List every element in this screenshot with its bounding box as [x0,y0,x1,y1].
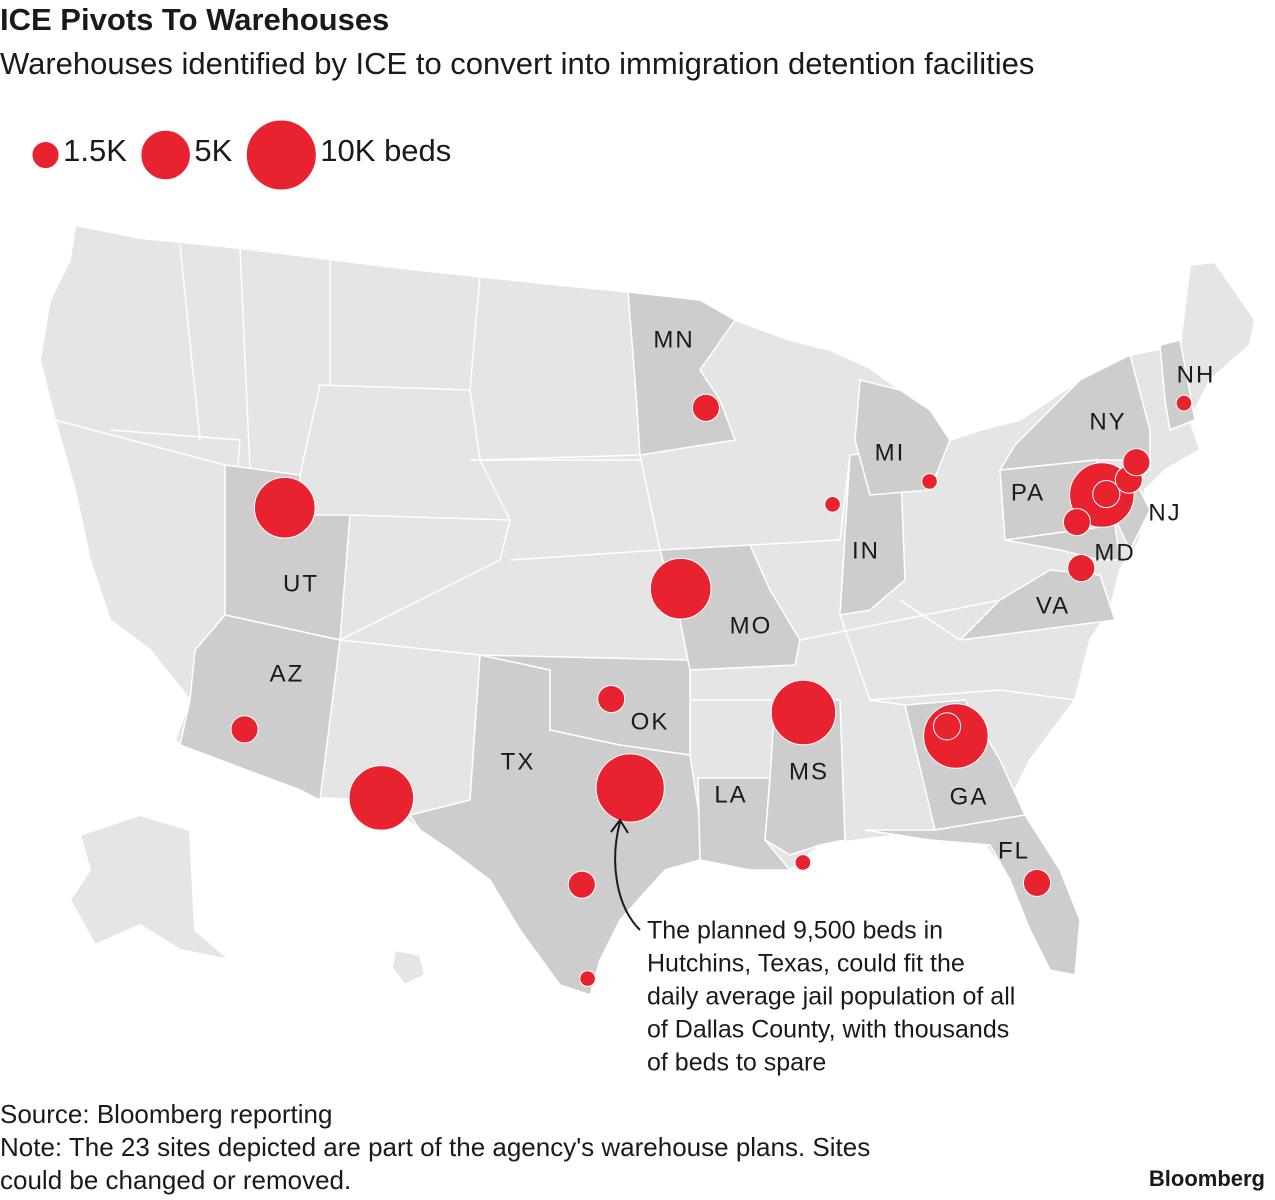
site-bubble [921,473,938,490]
state-label: NY [1089,408,1126,435]
annotation-line: Hutchins, Texas, could fit the [647,950,965,978]
site-bubble [1092,480,1121,509]
note-line: Note: The 23 sites depicted are part of … [0,1132,870,1162]
state-label: AZ [270,660,305,687]
note-line: could be changed or removed. [0,1165,351,1195]
site-bubble [1122,448,1151,477]
legend-bubble [140,129,191,181]
state-md [1004,524,1121,561]
state-label: PA [1011,479,1045,506]
alaska [68,813,234,962]
state-label: IN [852,537,880,564]
site-bubble [253,476,316,539]
legend-label: 10K beds [320,133,451,168]
legend-label: 1.5K [63,133,127,168]
sites [230,393,1193,987]
site-bubble [691,393,720,422]
state-label: GA [950,783,989,810]
site-bubble [824,496,841,513]
site-bubble [1022,868,1052,897]
state-az [179,614,341,802]
state-label: UT [283,570,319,597]
state-labels: MN NH NY MI PA NJ UT IN MD MO VA AZ OK T… [270,326,1216,864]
state-fl [864,814,1081,976]
state-label: MO [730,612,773,639]
basemap [38,223,1257,997]
annotation: The planned 9,500 beds in Hutchins, Texa… [647,917,1015,1077]
state-label: TX [501,748,536,775]
site-bubble [1067,554,1096,583]
state-label: MD [1094,539,1135,566]
state-borders [54,244,1076,755]
source: Source: Bloomberg reporting [0,1099,332,1129]
state-mi [854,379,951,496]
site-bubble [567,870,596,899]
legend-bubble [31,140,60,170]
state-label: FL [998,837,1030,864]
legend: 1.5K 5K 10K beds [31,119,451,191]
state-label: NJ [1148,499,1181,526]
legend-label: 5K [194,133,232,168]
site-bubble [1175,394,1193,412]
site-bubble [1062,508,1091,537]
site-bubble [649,557,712,620]
state-label: MI [875,439,906,466]
state-ny [998,353,1151,472]
brand: Bloomberg [1149,1166,1265,1191]
annotation-line: of beds to spare [647,1049,826,1077]
site-bubble [595,753,665,823]
annotation-arrow [610,818,641,931]
annotation-line: of Dallas County, with thousands [647,1016,1009,1044]
annotation-line: The planned 9,500 beds in [647,917,943,945]
site-bubble [348,765,415,831]
site-bubble [579,970,596,987]
annotation-line: daily average jail population of all [647,983,1015,1011]
site-bubble [794,854,812,871]
site-bubble [770,679,837,746]
site-bubble [933,712,962,741]
state-label: MN [653,326,694,353]
site-bubble [597,684,626,714]
state-label: LA [714,781,747,808]
hawaii [390,948,427,987]
title: ICE Pivots To Warehouses [0,2,389,37]
site-bubble [230,715,259,744]
state-label: VA [1036,592,1070,619]
state-label: NH [1177,361,1216,388]
state-label: MS [789,758,829,785]
legend-bubble [245,119,317,191]
state-label: OK [631,708,670,735]
subtitle: Warehouses identified by ICE to convert … [0,46,1034,81]
